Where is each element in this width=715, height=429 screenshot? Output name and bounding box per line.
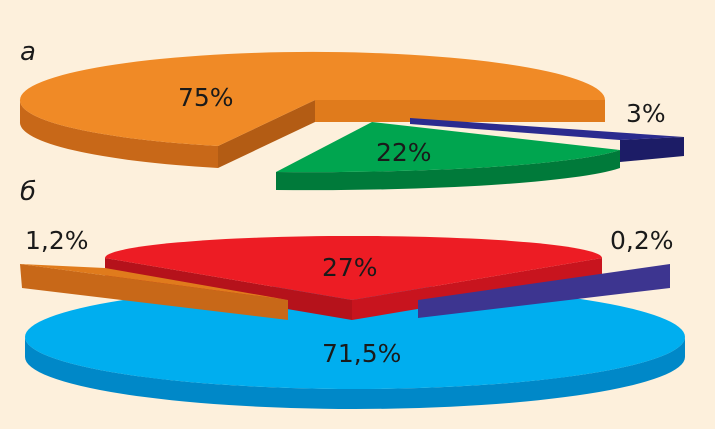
pie-chart-b: б 71,5% 27% 1,2% 0,2%	[20, 177, 685, 409]
label-b-71-5: 71,5%	[322, 339, 401, 368]
label-a-22: 22%	[376, 138, 432, 167]
label-a-75: 75%	[178, 83, 234, 112]
label-b-1-2: 1,2%	[25, 226, 89, 255]
panel-label-a: а	[20, 37, 36, 67]
panel-label-b: б	[20, 177, 36, 207]
slice-a-22	[276, 122, 620, 191]
slice-b-71-5	[25, 285, 685, 409]
pie-chart-a: а 75% 22% 3%	[19, 37, 684, 191]
label-b-0-2: 0,2%	[610, 226, 674, 255]
slice-b-1-2	[20, 264, 288, 320]
slice-a-75	[19, 51, 605, 168]
label-b-27: 27%	[322, 253, 378, 282]
slice-b-0-2	[418, 264, 670, 318]
label-a-3: 3%	[626, 99, 666, 128]
slice-b-27	[105, 235, 602, 320]
slice-a-3	[410, 118, 684, 162]
